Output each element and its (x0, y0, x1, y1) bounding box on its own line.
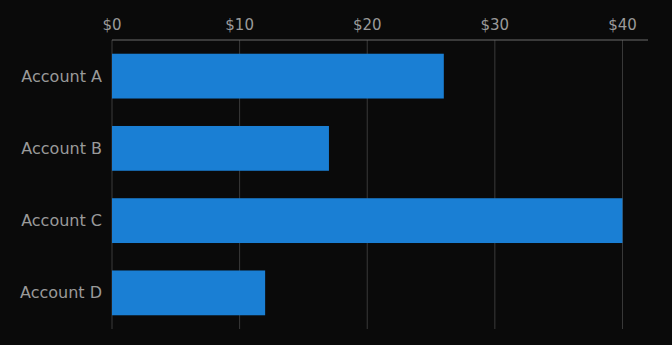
y-tick-label: Account B (21, 139, 102, 158)
bar (112, 126, 329, 171)
x-tick-label: $30 (481, 16, 510, 34)
chart-container: $0$10$20$30$40Account DAccount CAccount … (0, 0, 672, 345)
x-axis-line (112, 40, 648, 41)
bars (112, 54, 622, 316)
x-tick-label: $10 (225, 16, 254, 34)
background (0, 0, 672, 345)
x-tick-label: $20 (353, 16, 382, 34)
bar (112, 198, 622, 243)
grid-line (494, 40, 495, 329)
y-tick-label: Account C (21, 211, 102, 230)
grid (112, 40, 622, 329)
x-axis: $0 $10 $20 $30 $40 (102, 16, 648, 40)
y-tick-label: Account D (20, 283, 102, 302)
chart-svg: $0$10$20$30$40Account DAccount CAccount … (0, 0, 672, 345)
y-axis: Account D Account C Account B Account A (20, 67, 102, 303)
bar (112, 270, 265, 315)
bar (112, 54, 444, 99)
x-tick-label: $40 (608, 16, 637, 34)
x-tick-label: $0 (102, 16, 121, 34)
grid-line (622, 40, 623, 329)
y-tick-label: Account A (21, 67, 102, 86)
